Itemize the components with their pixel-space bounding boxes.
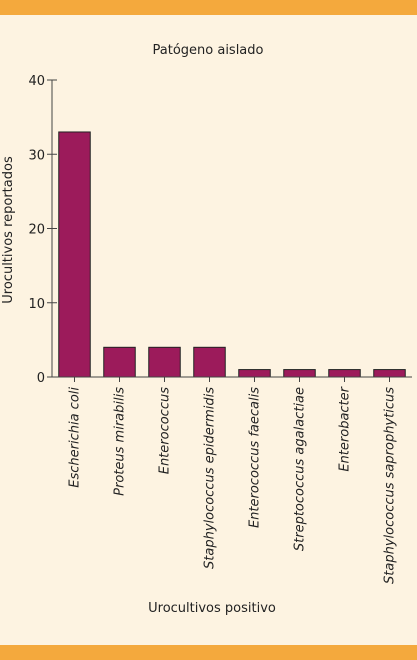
x-tick-label: Staphylococcus saprophyticus	[383, 387, 398, 584]
x-tick-label: Enterobacter	[338, 385, 353, 471]
x-axis: Escherichia coli Proteus mirabilis Enteroc…	[52, 376, 412, 584]
bar	[238, 369, 271, 378]
bar	[193, 346, 226, 378]
x-tick-label: Escherichia coli	[68, 387, 83, 488]
x-tick-label: Enterococcus faecalis	[248, 387, 263, 528]
x-tick-label: Streptococcus agalactiae	[293, 387, 308, 551]
y-tick-label: 0	[37, 371, 45, 386]
chart-title: Patógeno aislado	[153, 43, 264, 58]
bar	[148, 346, 181, 378]
top-band	[0, 0, 417, 15]
y-tick-label: 10	[28, 297, 45, 312]
bars	[58, 131, 406, 378]
bar	[103, 346, 136, 378]
bottom-band	[0, 645, 417, 660]
y-tick-label: 30	[28, 148, 45, 163]
bar	[283, 369, 316, 378]
x-tick-label: Staphylococcus epidermidis	[203, 387, 218, 569]
y-tick-label: 40	[28, 74, 45, 89]
y-axis-label: Urocultivos reportados	[1, 156, 16, 304]
x-tick-label: Proteus mirabilis	[113, 387, 128, 496]
x-tick-label: Enterococcus	[158, 387, 173, 474]
bar	[328, 369, 361, 378]
y-tick-label: 20	[28, 223, 45, 238]
x-axis-label: Urocultivos positivo	[148, 601, 276, 616]
bar	[58, 131, 91, 378]
y-axis: 0 10 20 30 40	[28, 74, 57, 386]
bar	[373, 369, 406, 378]
